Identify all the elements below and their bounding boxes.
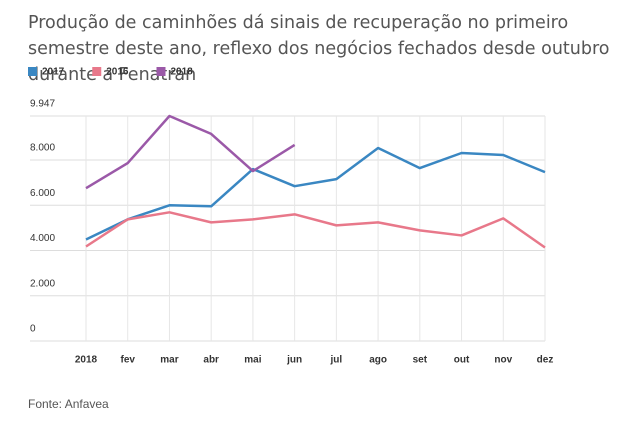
x-tick-label: mar xyxy=(160,355,178,366)
y-tick-label: 0 xyxy=(30,324,36,335)
y-tick-label: 4.000 xyxy=(30,233,55,244)
x-tick-label: ago xyxy=(369,355,387,366)
x-tick-label: nov xyxy=(494,355,512,366)
series-line xyxy=(85,146,546,241)
x-tick-label: dez xyxy=(537,355,554,366)
series-line xyxy=(85,211,546,249)
series-line xyxy=(85,114,296,190)
source-note: Fonte: Anfavea xyxy=(28,397,109,411)
y-tick-label: 2.000 xyxy=(30,278,55,289)
x-tick-label: fev xyxy=(121,355,136,366)
legend-label: 2017 xyxy=(42,67,65,78)
y-tick-label: 9.947 xyxy=(30,99,55,110)
legend-swatch xyxy=(156,67,166,76)
x-tick-label: jul xyxy=(330,355,343,366)
x-tick-label: out xyxy=(454,355,470,366)
x-tick-label: jun xyxy=(286,355,302,366)
legend-swatch xyxy=(28,67,37,76)
x-tick-label: mai xyxy=(244,355,261,366)
x-tick-label: 2018 xyxy=(75,355,98,366)
x-tick-label: abr xyxy=(203,355,219,366)
legend-swatch xyxy=(92,67,102,76)
y-tick-label: 8.000 xyxy=(30,143,55,154)
legend-label: 2016 xyxy=(106,67,129,78)
legend-label: 2018 xyxy=(171,67,194,78)
x-tick-label: set xyxy=(413,355,428,366)
y-tick-label: 6.000 xyxy=(30,188,55,199)
chart-title: Produção de caminhões dá sinais de recup… xyxy=(28,13,610,85)
